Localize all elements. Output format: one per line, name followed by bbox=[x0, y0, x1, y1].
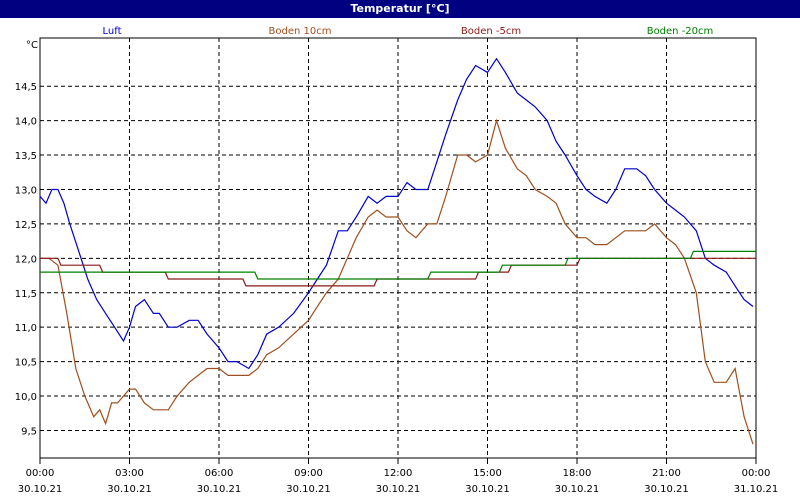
x-tick-time: 09:00 bbox=[294, 468, 323, 479]
x-tick-time: 00:00 bbox=[26, 468, 55, 479]
x-tick-time: 21:00 bbox=[652, 468, 681, 479]
x-tick-date: 30.10.21 bbox=[555, 484, 600, 495]
x-tick-date: 30.10.21 bbox=[465, 484, 510, 495]
y-tick-label: 14,5 bbox=[15, 82, 37, 93]
x-tick-time: 18:00 bbox=[563, 468, 592, 479]
y-tick-label: 12,5 bbox=[15, 220, 37, 231]
x-tick-date: 30.10.21 bbox=[197, 484, 242, 495]
axes bbox=[39, 37, 757, 464]
y-tick-label: 11,5 bbox=[15, 289, 37, 300]
legend-entry: Boden -20cm bbox=[647, 26, 714, 37]
plot-border bbox=[39, 37, 757, 459]
grid bbox=[40, 38, 756, 458]
x-tick-date: 30.10.21 bbox=[376, 484, 421, 495]
y-tick-label: 9,5 bbox=[21, 426, 37, 437]
x-tick-date: 30.10.21 bbox=[644, 484, 689, 495]
x-tick-date: 30.10.21 bbox=[18, 484, 63, 495]
series-line-0 bbox=[39, 57, 754, 370]
x-tick-time: 06:00 bbox=[205, 468, 234, 479]
series-line-3 bbox=[40, 250, 756, 280]
legend-entry: Boden -5cm bbox=[461, 26, 521, 37]
legend: Luft Boden 10cm Boden -5cm Boden -20cm bbox=[103, 26, 714, 37]
y-tick-label: 14,0 bbox=[15, 117, 37, 128]
chart-title: Temperatur [°C] bbox=[0, 0, 800, 18]
y-tick-label: 13,5 bbox=[15, 151, 37, 162]
y-tick-label: 11,0 bbox=[15, 323, 37, 334]
y-tick-label: 13,0 bbox=[15, 185, 37, 196]
y-tick-label: 10,0 bbox=[15, 392, 37, 403]
labels: 9,5 10,0 10,5 11,0 11,5 12,0 12,5 13,0 13,5 14,0 1… bbox=[15, 40, 779, 495]
x-tick-time: 12:00 bbox=[384, 468, 413, 479]
x-tick-date: 30.10.21 bbox=[286, 484, 331, 495]
legend-entry: Boden 10cm bbox=[269, 26, 332, 37]
series-lines bbox=[39, 57, 756, 445]
x-tick-date: 31.10.21 bbox=[734, 484, 779, 495]
y-tick-label: 10,5 bbox=[15, 358, 37, 369]
y-axis-unit: °C bbox=[26, 40, 38, 51]
legend-entry: Luft bbox=[103, 26, 122, 37]
x-tick-date: 30.10.21 bbox=[107, 484, 152, 495]
x-tick-time: 03:00 bbox=[115, 468, 144, 479]
y-tick-label: 12,0 bbox=[15, 254, 37, 265]
series-line-1 bbox=[40, 118, 754, 445]
x-tick-time: 15:00 bbox=[473, 468, 502, 479]
x-tick-time: 00:00 bbox=[742, 468, 771, 479]
